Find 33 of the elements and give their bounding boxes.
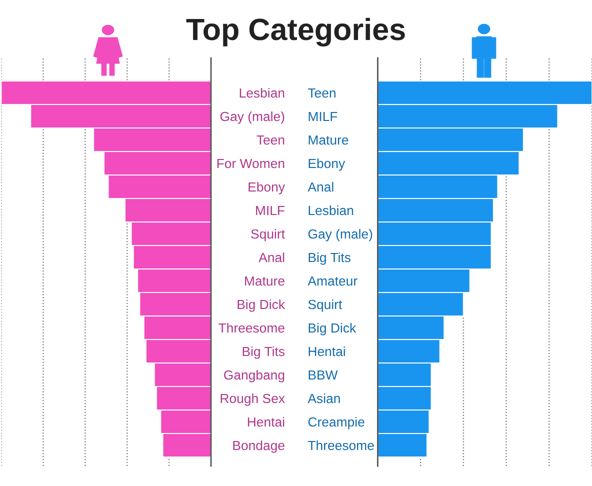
y-tick-label: Amateur — [308, 276, 358, 286]
y-tick-label: Mature — [245, 276, 284, 286]
y-tick-label: Threesome — [218, 322, 284, 333]
y-tick-label: Rough Sex — [220, 393, 285, 406]
y-tick-label: Teen — [256, 135, 284, 145]
y-tick-label: Asian — [308, 393, 340, 404]
y-tick-label: MILF — [308, 112, 338, 122]
y-tick-label: Gangbang — [224, 370, 284, 382]
y-tick-label: Squirt — [308, 299, 342, 312]
y-tick-label: Anal — [258, 252, 284, 262]
y-tick-label: Gay (male) — [220, 111, 284, 124]
y-tick-label: Hentai — [248, 416, 284, 427]
y-tick-label: Big Tits — [242, 346, 285, 359]
y-tick-label: Big Dick — [308, 322, 356, 336]
y-tick-label: Bondage — [233, 440, 284, 453]
y-tick-label: Lesbian — [308, 205, 354, 216]
y-tick-label: Creampie — [308, 416, 364, 430]
y-tick-label: Ebony — [308, 158, 346, 171]
y-tick-label: BBW — [308, 370, 338, 380]
y-tick-label: Big Tits — [308, 252, 350, 265]
y-tick-label: Big Dick — [238, 299, 286, 312]
y-tick-label: Mature — [308, 135, 348, 145]
y-tick-label: Teen — [308, 88, 336, 98]
y-tick-label: Ebony — [248, 182, 285, 194]
y-tick-label: Hentai — [308, 346, 345, 356]
y-tick-label: For Women — [217, 158, 284, 168]
y-tick-label: MILF — [256, 206, 284, 216]
y-tick-label: Anal — [308, 182, 334, 192]
text: Top Categories — [186, 18, 405, 46]
y-tick-label: Lesbian — [240, 88, 284, 98]
y-tick-label: Squirt — [251, 228, 285, 242]
y-tick-label: Gay (male) — [308, 228, 372, 242]
y-tick-label: Threesome — [308, 440, 374, 450]
